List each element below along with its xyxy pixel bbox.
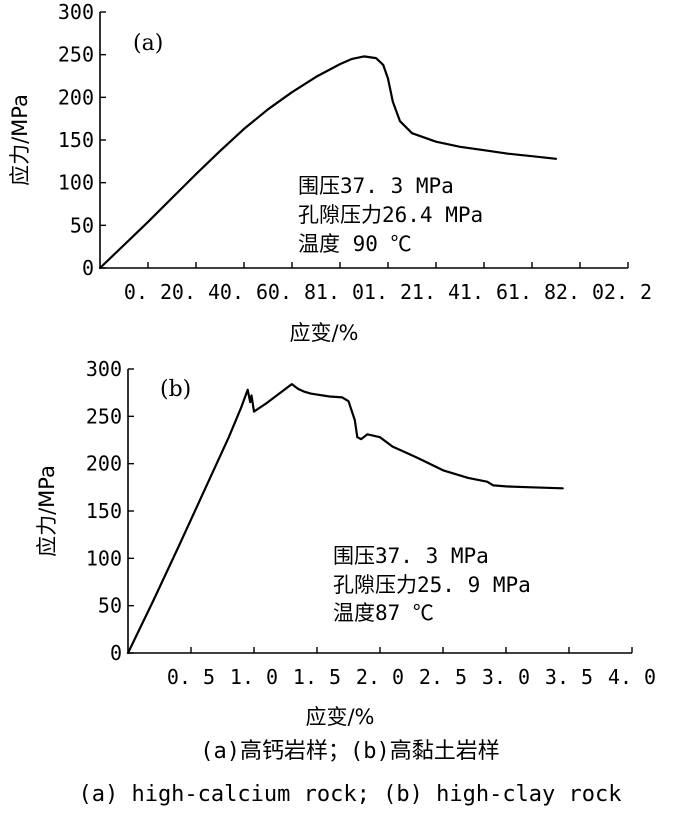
condition-annotation: 温度87 ℃ — [333, 601, 434, 625]
y-tick-label: 100 — [58, 171, 94, 195]
x-tick-label: 2. 0 — [356, 665, 404, 689]
y-tick-label: 0 — [110, 641, 122, 665]
condition-annotation: 孔隙压力26.4 MPa — [298, 203, 483, 227]
x-axis-title: 应变/% — [289, 321, 358, 345]
caption-chinese: (a)高钙岩样；(b)高黏土岩样 — [200, 739, 499, 764]
condition-annotation: 温度 90 ℃ — [298, 232, 412, 256]
x-tick-label: 0. 6 — [220, 280, 268, 304]
chart-panel-b: 0 50 100 150 200 250 300 0. 5 1. 0 1. 5 2. 0 2. 5 3.… — [35, 357, 656, 729]
stress-strain-curve — [98, 55, 558, 270]
condition-annotation: 围压37. 3 MPa — [298, 174, 454, 198]
x-tick-label: 3. 5 — [545, 665, 593, 689]
x-tick-label: 1. 0 — [230, 665, 278, 689]
x-tick-label: 3. 0 — [482, 665, 530, 689]
x-tick-label: 1. 5 — [293, 665, 341, 689]
x-tick-label: 1. 0 — [316, 280, 364, 304]
panel-label: (b) — [160, 377, 191, 402]
x-tick-label: 1. 6 — [460, 280, 508, 304]
x-tick-label: 2. 0 — [556, 280, 604, 304]
y-tick-label: 150 — [58, 128, 94, 152]
x-tick-label: 0. 8 — [268, 280, 316, 304]
condition-annotation: 围压37. 3 MPa — [333, 544, 489, 568]
y-tick-label: 250 — [86, 404, 122, 428]
x-tick-label: 0. 4 — [172, 280, 220, 304]
y-tick-label: 50 — [70, 213, 94, 237]
x-tick-label: 0. 2 — [124, 280, 172, 304]
y-axis-title: 应力/MPa — [8, 94, 32, 186]
x-tick-label: 2. 2 — [604, 280, 652, 304]
x-tick-label: 1. 2 — [364, 280, 412, 304]
x-tick-label: 0. 5 — [167, 665, 215, 689]
condition-annotation: 孔隙压力25. 9 MPa — [333, 573, 531, 597]
y-tick-label: 50 — [98, 594, 122, 618]
y-tick-label: 0 — [82, 256, 94, 280]
x-axis-title: 应变/% — [305, 705, 374, 729]
x-tick-label: 1. 4 — [412, 280, 460, 304]
caption-english: (a) high-calcium rock; (b) high-clay roc… — [78, 782, 621, 807]
y-tick-label: 300 — [86, 357, 122, 381]
panel-label: (a) — [133, 31, 163, 56]
y-tick-label: 150 — [86, 499, 122, 523]
x-tick-label: 2. 5 — [419, 665, 467, 689]
x-tick-label: 1. 8 — [508, 280, 556, 304]
y-tick-label: 200 — [86, 452, 122, 476]
y-tick-label: 200 — [58, 85, 94, 109]
y-axis-title: 应力/MPa — [35, 465, 59, 557]
y-tick-label: 300 — [58, 0, 94, 24]
stress-strain-curve — [126, 383, 564, 655]
x-tick-label: 4. 0 — [608, 665, 656, 689]
y-tick-label: 250 — [58, 43, 94, 67]
y-tick-label: 100 — [86, 546, 122, 570]
